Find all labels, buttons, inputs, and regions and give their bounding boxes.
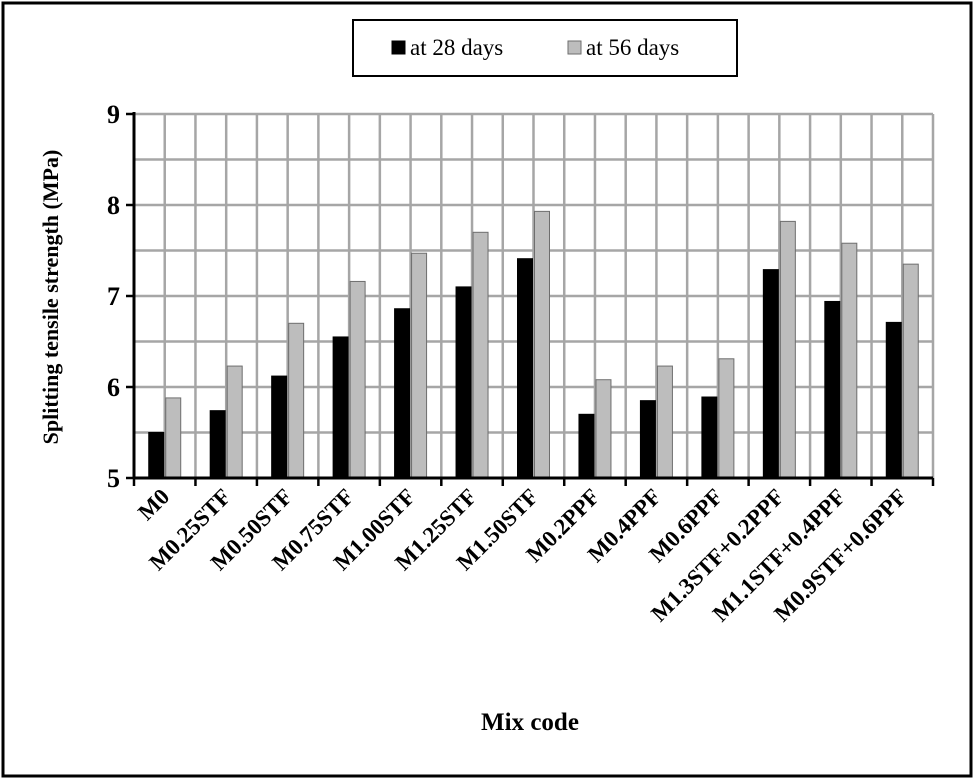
legend-label-28-days: at 28 days xyxy=(410,35,503,60)
bar-56-days xyxy=(595,379,612,479)
bar-56-days xyxy=(656,365,673,479)
bar-28-days xyxy=(517,258,533,479)
bar-56-days xyxy=(411,252,428,479)
bar-28-days xyxy=(639,400,656,479)
y-tick-label: 5 xyxy=(107,464,120,493)
y-tick-label: 7 xyxy=(107,282,120,311)
bar-56-days xyxy=(534,210,550,479)
y-tick-label: 9 xyxy=(107,100,120,129)
y-tick-label: 8 xyxy=(107,191,120,220)
bar-28-days xyxy=(455,286,472,479)
bar-56-days xyxy=(841,242,858,479)
y-tick-label: 6 xyxy=(107,373,120,402)
bar-28-days xyxy=(394,308,411,479)
bar-56-days xyxy=(288,322,305,479)
gridlines xyxy=(132,112,935,480)
axes xyxy=(126,112,935,486)
legend-box xyxy=(352,19,738,77)
bar-28-days xyxy=(332,336,349,479)
bar-28-days xyxy=(271,375,288,479)
bar-56-days xyxy=(472,231,489,479)
bar-28-days xyxy=(209,410,226,479)
bar-56-days xyxy=(779,220,796,479)
bar-56-days xyxy=(718,358,735,479)
bar-28-days xyxy=(578,413,595,479)
bar-28-days xyxy=(762,269,779,479)
bar-56-days xyxy=(902,263,919,479)
bar-56-days xyxy=(349,280,366,479)
bar-28-days xyxy=(701,396,718,479)
legend-swatch-56-days xyxy=(567,40,582,55)
legend: at 28 days at 56 days xyxy=(352,19,738,77)
x-axis-title: Mix code xyxy=(481,709,579,736)
bar-56-days xyxy=(226,365,243,479)
bar-28-days xyxy=(885,321,902,479)
bar-28-days xyxy=(148,432,165,479)
legend-label-56-days: at 56 days xyxy=(586,35,679,60)
y-tick-labels: 5 6 7 8 9 xyxy=(107,100,120,493)
legend-swatch-28-days xyxy=(391,40,406,55)
bar-56-days xyxy=(165,397,182,479)
y-axis-title: Splitting tensile strength (MPa) xyxy=(38,150,63,445)
bar-28-days xyxy=(824,300,841,479)
